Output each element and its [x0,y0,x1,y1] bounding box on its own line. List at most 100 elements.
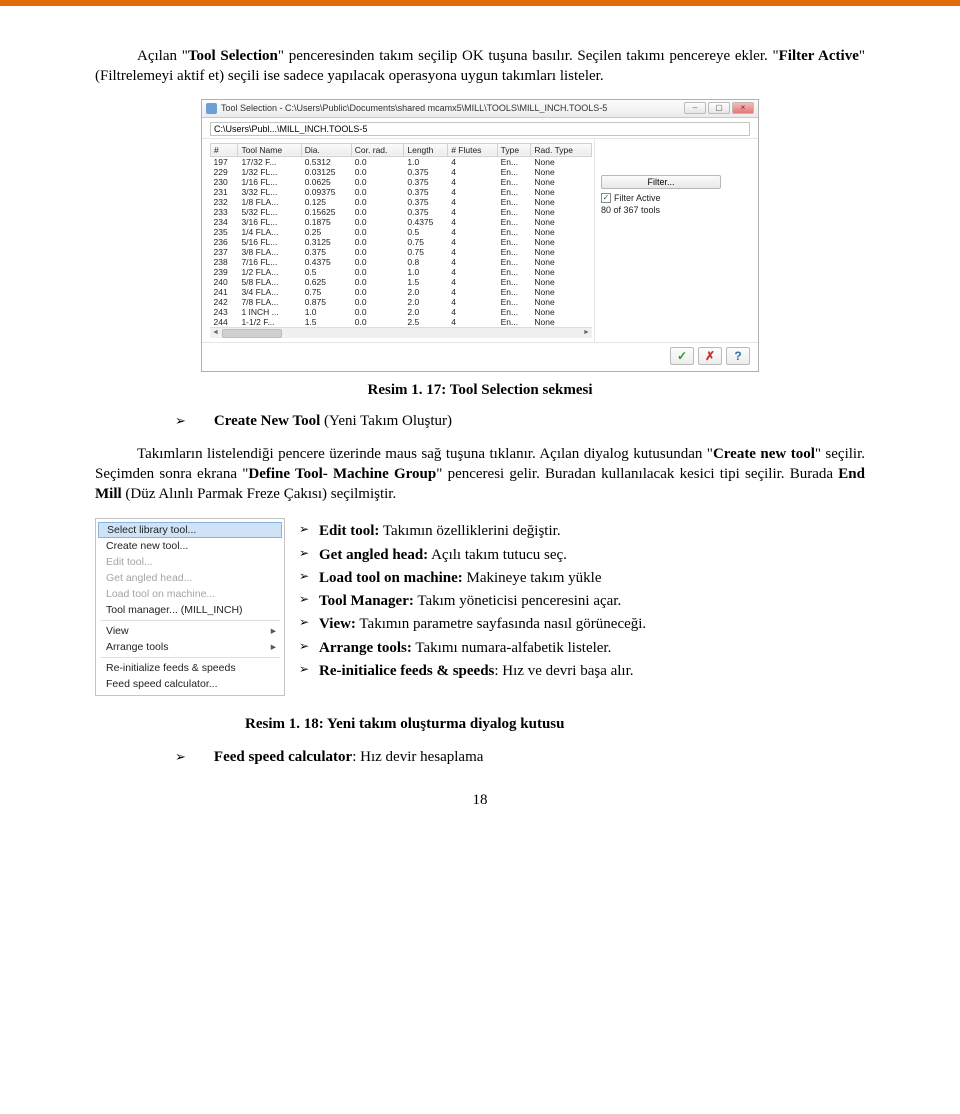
app-icon [206,103,217,114]
text: " penceresi gelir. Buradan kullanılacak … [436,466,838,482]
filter-active-checkbox[interactable]: ✓ Filter Active [601,193,748,203]
bullet-text: Edit tool: Takımın özelliklerini değişti… [319,520,561,543]
bullet-text: View: Takımın parametre sayfasında nasıl… [319,613,646,636]
bullet-icon: ➢ [299,520,319,543]
row-menu-bullets: Select library tool...Create new tool...… [95,518,865,696]
bullet-item: ➢Tool Manager: Takım yöneticisi penceres… [299,590,865,613]
table-cell: 0.0 [351,317,404,327]
table-cell: 4 [448,197,497,207]
table-row[interactable]: 2365/16 FL...0.31250.00.754En...None [211,237,592,247]
table-cell: 0.75 [404,247,448,257]
table-cell: En... [497,247,531,257]
bullet-icon: ➢ [299,613,319,636]
window-controls: – ▢ × [684,102,754,114]
text-bold: Define Tool- Machine Group [248,466,436,482]
menu-item[interactable]: Re-initialize feeds & speeds [96,660,284,676]
table-row[interactable]: 2321/8 FLA...0.1250.00.3754En...None [211,197,592,207]
cancel-button[interactable]: ✗ [698,347,722,365]
bullet-icon: ➢ [299,567,319,590]
table-cell: 0.0 [351,207,404,217]
figure-caption-2: Resim 1. 18: Yeni takım oluşturma diyalo… [245,716,865,733]
text: Takımların listelendiği pencere üzerinde… [137,446,713,462]
path-input[interactable] [210,122,750,136]
maximize-button[interactable]: ▢ [708,102,730,114]
table-row[interactable]: 2441-1/2 F...1.50.02.54En...None [211,317,592,327]
table-row[interactable]: 2413/4 FLA...0.750.02.04En...None [211,287,592,297]
bullet-text: Tool Manager: Takım yöneticisi penceresi… [319,590,621,613]
table-cell: 238 [211,257,238,267]
menu-item: Edit tool... [96,554,284,570]
column-header[interactable]: Cor. rad. [351,143,404,156]
table-row[interactable]: 2373/8 FLA...0.3750.00.754En...None [211,247,592,257]
scroll-thumb[interactable] [222,329,282,338]
table-cell: 0.0 [351,177,404,187]
table-row[interactable]: 2291/32 FL...0.031250.00.3754En...None [211,167,592,177]
table-cell: None [531,217,592,227]
menu-item[interactable]: Feed speed calculator... [96,676,284,692]
table-cell: 0.0 [351,167,404,177]
table-row[interactable]: 2313/32 FL...0.093750.00.3754En...None [211,187,592,197]
bullet-text: Feed speed calculator: Hız devir hesapla… [214,749,484,766]
table-cell: 0.375 [404,187,448,197]
minimize-button[interactable]: – [684,102,706,114]
paragraph-1: Açılan "Tool Selection" penceresinden ta… [95,46,865,87]
table-row[interactable]: 19717/32 F...0.53120.01.04En...None [211,156,592,167]
table-row[interactable]: 2405/8 FLA...0.6250.01.54En...None [211,277,592,287]
ok-button[interactable]: ✓ [670,347,694,365]
text: Açılan " [137,48,188,64]
table-row[interactable]: 2431 INCH ...1.00.02.04En...None [211,307,592,317]
menu-item[interactable]: Select library tool... [98,522,282,538]
bullet-feed-speed: ➢ Feed speed calculator: Hız devir hesap… [95,749,865,766]
horizontal-scrollbar[interactable]: ◄ ► [210,327,592,338]
table-row[interactable]: 2335/32 FL...0.156250.00.3754En...None [211,207,592,217]
filter-button[interactable]: Filter... [601,175,721,189]
table-cell: En... [497,167,531,177]
table-cell: 4 [448,167,497,177]
bullet-icon: ➢ [299,544,319,567]
table-cell: 2.5 [404,317,448,327]
scroll-left-icon[interactable]: ◄ [210,328,221,338]
column-header[interactable]: # Flutes [448,143,497,156]
bullet-icon: ➢ [299,590,319,613]
table-cell: 7/16 FL... [238,257,301,267]
text-bold: Create new tool [713,446,815,462]
table-cell: 1.5 [301,317,351,327]
table-cell: None [531,317,592,327]
help-button[interactable]: ? [726,347,750,365]
menu-item: Get angled head... [96,570,284,586]
table-cell: 0.0 [351,297,404,307]
table-cell: 0.375 [404,167,448,177]
column-header[interactable]: Dia. [301,143,351,156]
page-number: 18 [95,792,865,809]
text-bold: Re-initialice feeds & speeds [319,663,494,679]
text-bold: Edit tool: [319,523,379,539]
menu-item[interactable]: Tool manager... (MILL_INCH) [96,602,284,618]
close-button[interactable]: × [732,102,754,114]
text: (Yeni Takım Oluştur) [320,413,452,429]
table-cell: 239 [211,267,238,277]
table-row[interactable]: 2427/8 FLA...0.8750.02.04En...None [211,297,592,307]
column-header[interactable]: Tool Name [238,143,301,156]
column-header[interactable]: Length [404,143,448,156]
scroll-right-icon[interactable]: ► [581,328,592,338]
bullet-text: Re-initialice feeds & speeds: Hız ve dev… [319,660,634,683]
text: Makineye takım yükle [463,570,602,586]
text-bold: Create New Tool [214,413,320,429]
column-header[interactable]: Type [497,143,531,156]
table-cell: 0.0 [351,156,404,167]
table-row[interactable]: 2301/16 FL...0.06250.00.3754En...None [211,177,592,187]
menu-item[interactable]: Create new tool... [96,538,284,554]
menu-item[interactable]: View▸ [96,623,284,639]
table-cell: 0.0 [351,197,404,207]
menu-item[interactable]: Arrange tools▸ [96,639,284,655]
table-cell: En... [497,277,531,287]
table-row[interactable]: 2343/16 FL...0.18750.00.43754En...None [211,217,592,227]
table-row[interactable]: 2391/2 FLA...0.50.01.04En...None [211,267,592,277]
table-row[interactable]: 2387/16 FL...0.43750.00.84En...None [211,257,592,267]
column-header[interactable]: # [211,143,238,156]
table-row[interactable]: 2351/4 FLA...0.250.00.54En...None [211,227,592,237]
column-header[interactable]: Rad. Type [531,143,592,156]
table-cell: 0.75 [404,237,448,247]
submenu-arrow-icon: ▸ [271,641,276,653]
table-cell: 0.5312 [301,156,351,167]
